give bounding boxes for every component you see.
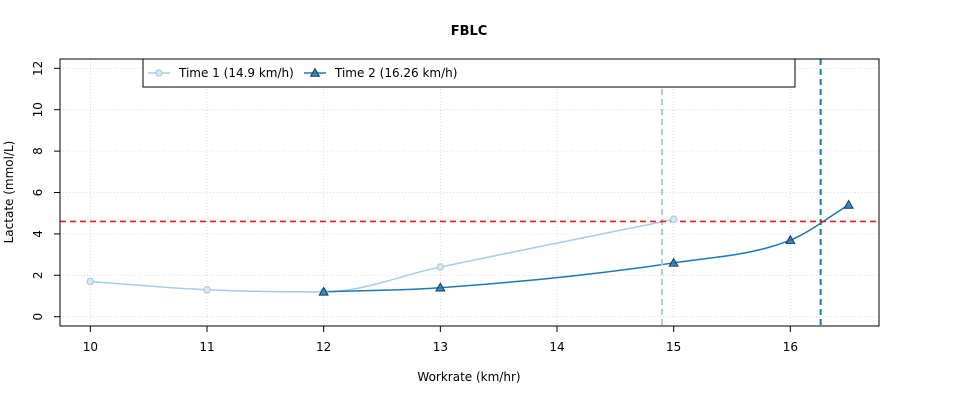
x-tick-label: 12 bbox=[316, 340, 331, 354]
data-point-series-1 bbox=[669, 215, 678, 224]
y-tick-label: 12 bbox=[31, 61, 45, 76]
series-curves bbox=[90, 204, 850, 293]
x-tick-label: 14 bbox=[549, 340, 564, 354]
data-point-series-2 bbox=[785, 234, 796, 244]
data-point-series-2 bbox=[435, 282, 446, 292]
y-tick-label: 2 bbox=[31, 271, 45, 279]
series-line-1 bbox=[90, 218, 674, 293]
legend-marker-2 bbox=[309, 67, 321, 77]
data-point-series-2 bbox=[668, 257, 679, 267]
data-point-series-2 bbox=[318, 286, 329, 296]
x-tick-label: 10 bbox=[83, 340, 98, 354]
data-point-series-1 bbox=[203, 285, 211, 294]
data-point-series-1 bbox=[86, 277, 95, 286]
x-tick-label: 16 bbox=[783, 340, 798, 354]
legend: Time 1 (14.9 km/h) Time 2 (16.26 km/h) bbox=[142, 58, 796, 88]
y-tick-label: 6 bbox=[31, 189, 45, 197]
y-tick-label: 10 bbox=[31, 102, 45, 117]
x-axis-title: Workrate (km/hr) bbox=[417, 370, 520, 384]
data-point-series-2 bbox=[843, 199, 854, 209]
x-tick-label: 13 bbox=[433, 340, 448, 354]
chart-title: FBLC bbox=[451, 24, 488, 39]
axes: 10 11 12 13 14 15 16 0 2 4 6 8 10 12 bbox=[31, 61, 798, 354]
y-tick-label: 4 bbox=[31, 230, 45, 238]
legend-marker-1 bbox=[155, 69, 163, 77]
x-tick-label: 15 bbox=[666, 340, 681, 354]
legend-label-2: Time 2 (16.26 km/h) bbox=[334, 66, 457, 80]
data-point-series-1 bbox=[436, 263, 445, 271]
reference-lines bbox=[60, 59, 879, 326]
y-axis-title: Lactate (mmol/L) bbox=[2, 141, 16, 244]
y-tick-label: 0 bbox=[31, 313, 45, 321]
data-points bbox=[86, 199, 854, 296]
legend-box bbox=[142, 58, 796, 88]
series-line-2 bbox=[323, 204, 850, 293]
x-tick-label: 11 bbox=[199, 340, 214, 354]
y-tick-label: 8 bbox=[31, 147, 45, 155]
legend-label-1: Time 1 (14.9 km/h) bbox=[178, 66, 294, 80]
